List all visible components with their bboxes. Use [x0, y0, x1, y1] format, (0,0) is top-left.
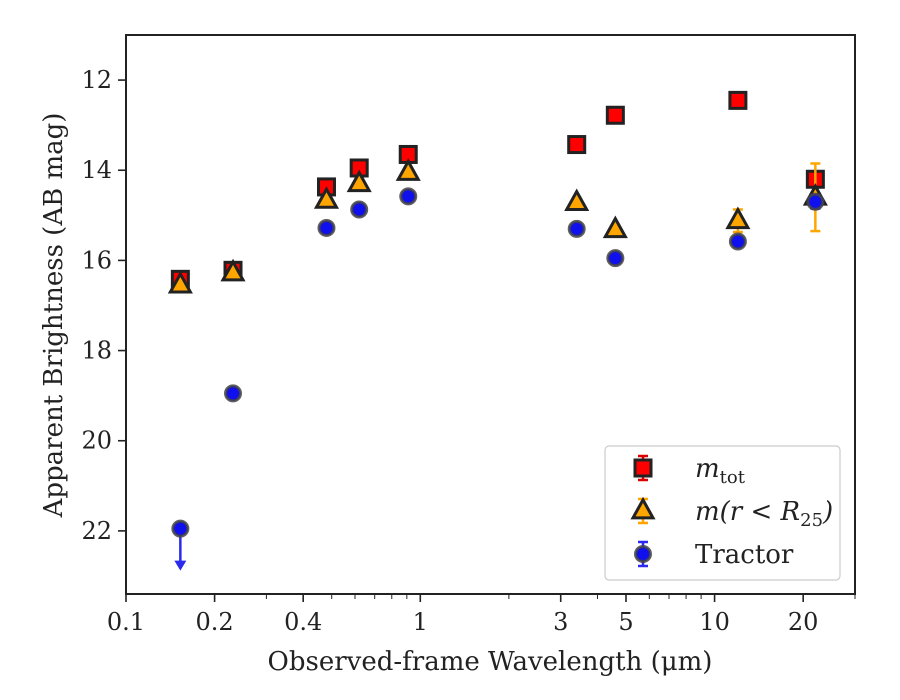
point-triangle-2	[313, 186, 340, 209]
upper-limit-arrow-0	[174, 560, 187, 571]
x-tick-label-3: 1	[413, 608, 428, 636]
point-triangle-4	[395, 158, 421, 181]
legend-marker-square	[633, 458, 653, 478]
legend-entry-square: mtot	[633, 454, 746, 488]
point-circle-1	[224, 384, 243, 403]
x-tick-label-4: 3	[553, 608, 568, 636]
x-axis-label: Observed-frame Wavelength (μm)	[268, 647, 713, 677]
point-triangle-6	[602, 215, 628, 239]
point-circle-7	[728, 232, 747, 251]
y-tick-label-4: 20	[81, 427, 112, 455]
y-tick-label-0: 12	[81, 66, 112, 94]
y-tick-label-5: 22	[81, 517, 112, 545]
y-tick-label-2: 16	[81, 246, 112, 274]
axes-frame	[125, 34, 856, 595]
point-circle-5	[567, 219, 586, 238]
legend-label-square: mtot	[695, 454, 746, 488]
point-square-7	[728, 90, 748, 110]
x-tick-label-0: 0.1	[107, 608, 145, 636]
point-square-6	[605, 105, 625, 125]
point-triangle-5	[564, 188, 590, 212]
x-tick-label-7: 20	[788, 608, 819, 636]
x-tick-label-2: 0.4	[284, 608, 322, 636]
series-square	[170, 90, 825, 289]
series-circle	[171, 187, 825, 571]
x-tick-label-6: 10	[699, 608, 730, 636]
point-square-5	[567, 135, 587, 155]
legend-box	[604, 445, 841, 581]
y-tick-label-1: 14	[81, 156, 112, 184]
series-triangle	[167, 158, 828, 294]
point-circle-4	[399, 187, 418, 206]
point-triangle-7	[725, 206, 751, 230]
data-marks	[167, 90, 828, 571]
point-triangle-3	[346, 169, 372, 193]
point-circle-0	[171, 519, 190, 538]
y-axis-label: Apparent Brightness (AB mag)	[39, 113, 69, 519]
point-circle-6	[606, 249, 625, 268]
axis-ticks: 0.1 0.2 0.4 1 3 5 10 20 12 14 16 18 20 22	[81, 66, 856, 636]
point-circle-3	[350, 200, 369, 219]
x-tick-label-5: 5	[618, 608, 633, 636]
x-tick-label-1: 0.2	[196, 608, 234, 636]
point-triangle-0	[167, 270, 193, 294]
plot-area	[125, 34, 856, 595]
y-tick-label-3: 18	[81, 337, 112, 365]
point-triangle-1	[220, 258, 246, 282]
legend-entry-triangle: m(r < R25)	[630, 496, 833, 531]
point-circle-8	[806, 192, 825, 211]
legend-entry-circle: Tractor	[634, 540, 794, 570]
legend: mtot m(r < R25) Tractor	[604, 445, 841, 581]
legend-label-circle: Tractor	[695, 540, 794, 570]
point-circle-2	[317, 218, 336, 237]
legend-marker-circle	[634, 545, 652, 563]
legend-label-triangle: m(r < R25)	[695, 497, 833, 531]
legend-marker-triangle	[630, 496, 656, 520]
